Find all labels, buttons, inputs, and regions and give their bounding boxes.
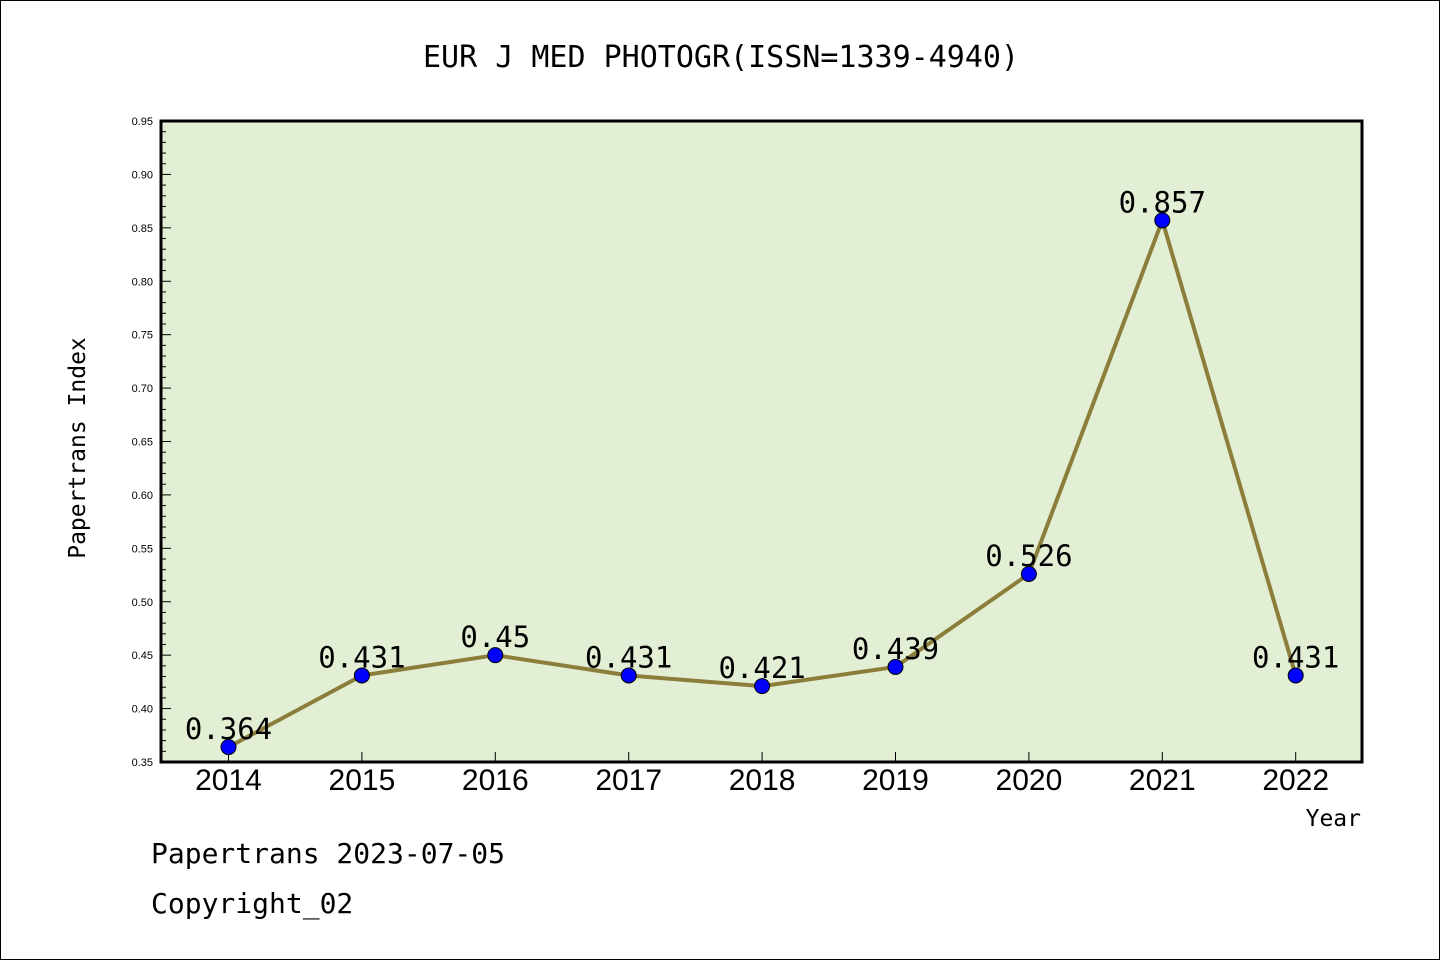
y-tick-label: 0.75 (132, 330, 153, 342)
y-axis-label: Papertrans Index (65, 337, 91, 559)
x-tick-label: 2021 (1129, 764, 1196, 797)
y-tick-label: 0.50 (132, 597, 153, 609)
y-tick-label: 0.60 (132, 490, 153, 502)
y-tick-label: 0.70 (132, 383, 153, 395)
data-label: 0.439 (852, 632, 939, 666)
data-labels: 0.364 0.431 0.45 0.431 0.421 0.439 0.526 0.857 0… (185, 185, 1340, 746)
y-axis: 0.35 0.40 0.45 0.50 0.55 0.60 0.65 0.70 0.75 0.80… (132, 116, 171, 769)
data-point (353, 667, 370, 684)
x-tick-label: 2015 (329, 764, 396, 797)
x-tick-label: 2018 (729, 764, 796, 797)
plot-border (159, 119, 1364, 764)
data-label: 0.421 (718, 651, 805, 685)
data-point (1154, 212, 1171, 229)
data-label: 0.431 (585, 640, 672, 674)
data-label: 0.526 (985, 539, 1072, 573)
data-point (887, 658, 904, 675)
y-tick-label: 0.80 (132, 276, 153, 288)
y-tick-label: 0.40 (132, 704, 153, 716)
y-tick-label: 0.65 (132, 437, 153, 449)
data-label: 0.45 (460, 620, 530, 654)
data-point (620, 667, 637, 684)
data-points (220, 212, 1304, 756)
y-tick-label: 0.45 (132, 650, 153, 662)
y-tick-label: 0.85 (132, 223, 153, 235)
y-tick-label: 0.95 (132, 116, 153, 128)
data-point (1287, 667, 1304, 684)
y-tick-label: 0.35 (132, 757, 153, 769)
footer-date: Papertrans 2023-07-05 (151, 837, 506, 870)
data-label: 0.431 (1252, 640, 1339, 674)
y-tick-label: 0.55 (132, 543, 153, 555)
data-label: 0.857 (1119, 185, 1206, 219)
x-axis-label: Year (1306, 806, 1361, 832)
x-tick-label: 2020 (996, 764, 1063, 797)
x-tick-label: 2022 (1262, 764, 1329, 797)
y-tick-label: 0.90 (132, 169, 153, 181)
data-label: 0.364 (185, 712, 272, 746)
data-point (1020, 565, 1037, 582)
footer-copyright: Copyright_02 (151, 887, 354, 920)
data-label: 0.431 (318, 640, 405, 674)
data-point (487, 647, 504, 664)
x-tick-label: 2014 (195, 764, 262, 797)
data-point (754, 678, 771, 695)
x-tick-label: 2016 (462, 764, 529, 797)
chart-title: EUR J MED PHOTOGR(ISSN=1339-4940) (423, 40, 1019, 75)
x-tick-label: 2017 (595, 764, 662, 797)
x-tick-label: 2019 (862, 764, 929, 797)
x-axis: 2014 2015 2016 2017 2018 2019 2020 2021 2022 (195, 752, 1329, 797)
data-point (220, 739, 237, 756)
